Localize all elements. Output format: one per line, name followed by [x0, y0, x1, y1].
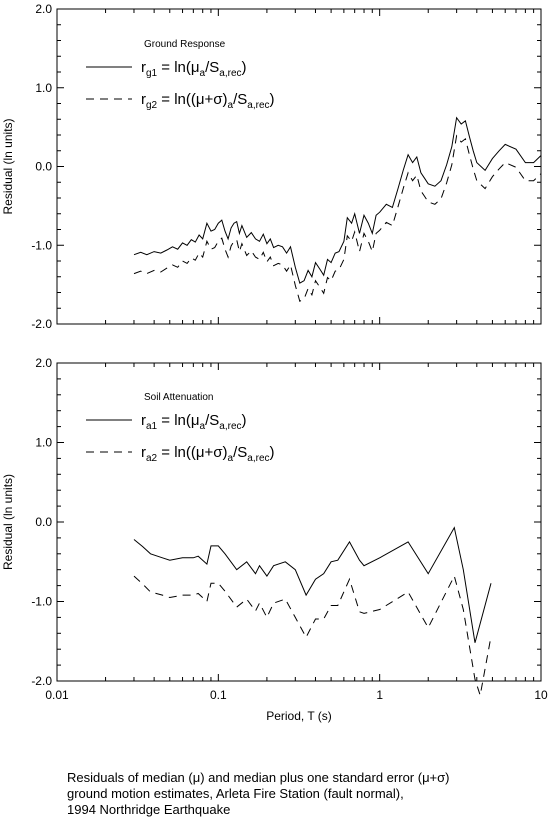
y-tick-label: 0.0 — [35, 160, 52, 174]
chart-panel-top: 2.0 1.0 0.0 -1.0 -2.0 Residual (ln units) Grou… — [1, 2, 542, 331]
x-tick-label: 1 — [376, 688, 383, 702]
legend: Ground Response rg1 = ln(μa/Sa,rec) rg2 = … — [86, 39, 275, 111]
legend-label-2: rg2 = ln((μ+σ)a/Sa,rec) — [141, 91, 275, 111]
legend-label-1: ra1 = ln(μa/Sa,rec) — [141, 412, 247, 432]
series-line-1-solid — [133, 116, 542, 284]
series-line-2-dashed — [133, 134, 542, 302]
chart-panel-bottom: 2.0 1.0 0.0 -1.0 -2.00.01 0.1 1 10 Residual (ln … — [1, 356, 548, 723]
series-line-1-solid — [133, 526, 492, 643]
series-line-2-dashed — [133, 574, 492, 696]
legend-title: Soil Attenuation — [144, 392, 214, 403]
figure-caption: Residuals of median (μ) and median plus … — [67, 770, 450, 818]
caption-line-3: 1994 Northridge Earthquake — [67, 802, 231, 817]
axis-ticks — [56, 8, 541, 325]
x-tick-label: 0.1 — [210, 688, 227, 702]
data-series-group — [133, 116, 542, 302]
legend: Soil Attenuation ra1 = ln(μa/Sa,rec) ra2 =… — [86, 392, 275, 464]
y-tick-label: 1.0 — [35, 436, 52, 450]
legend-title: Ground Response — [144, 39, 226, 50]
legend-label-1: rg1 = ln(μa/Sa,rec) — [141, 59, 247, 79]
figure: 2.0 1.0 0.0 -1.0 -2.0 Residual (ln units) Grou… — [1, 2, 548, 723]
x-axis-label: Period, T (s) — [266, 709, 332, 723]
x-tick-label: 0.01 — [45, 688, 69, 702]
y-tick-label: 0.0 — [35, 515, 52, 529]
caption-line-2: ground motion estimates, Arleta Fire Sta… — [67, 786, 404, 801]
y-tick-label: -1.0 — [31, 238, 52, 252]
y-tick-label: -1.0 — [31, 595, 52, 609]
legend-label-2: ra2 = ln((μ+σ)a/Sa,rec) — [141, 444, 275, 464]
y-tick-label: 2.0 — [35, 356, 52, 370]
y-tick-label: -2.0 — [31, 674, 52, 688]
plot-frame — [56, 8, 542, 325]
caption-line-1: Residuals of median (μ) and median plus … — [67, 770, 450, 785]
x-tick-label: 10 — [534, 688, 548, 702]
y-tick-label: 2.0 — [35, 2, 52, 16]
y-axis-label: Residual (ln units) — [1, 118, 15, 214]
plot-frame — [56, 362, 542, 682]
axis-ticks — [56, 362, 541, 682]
y-tick-label: -2.0 — [31, 317, 52, 331]
y-tick-label: 1.0 — [35, 81, 52, 95]
data-series-group — [133, 526, 492, 696]
y-axis-label: Residual (ln units) — [1, 474, 15, 570]
